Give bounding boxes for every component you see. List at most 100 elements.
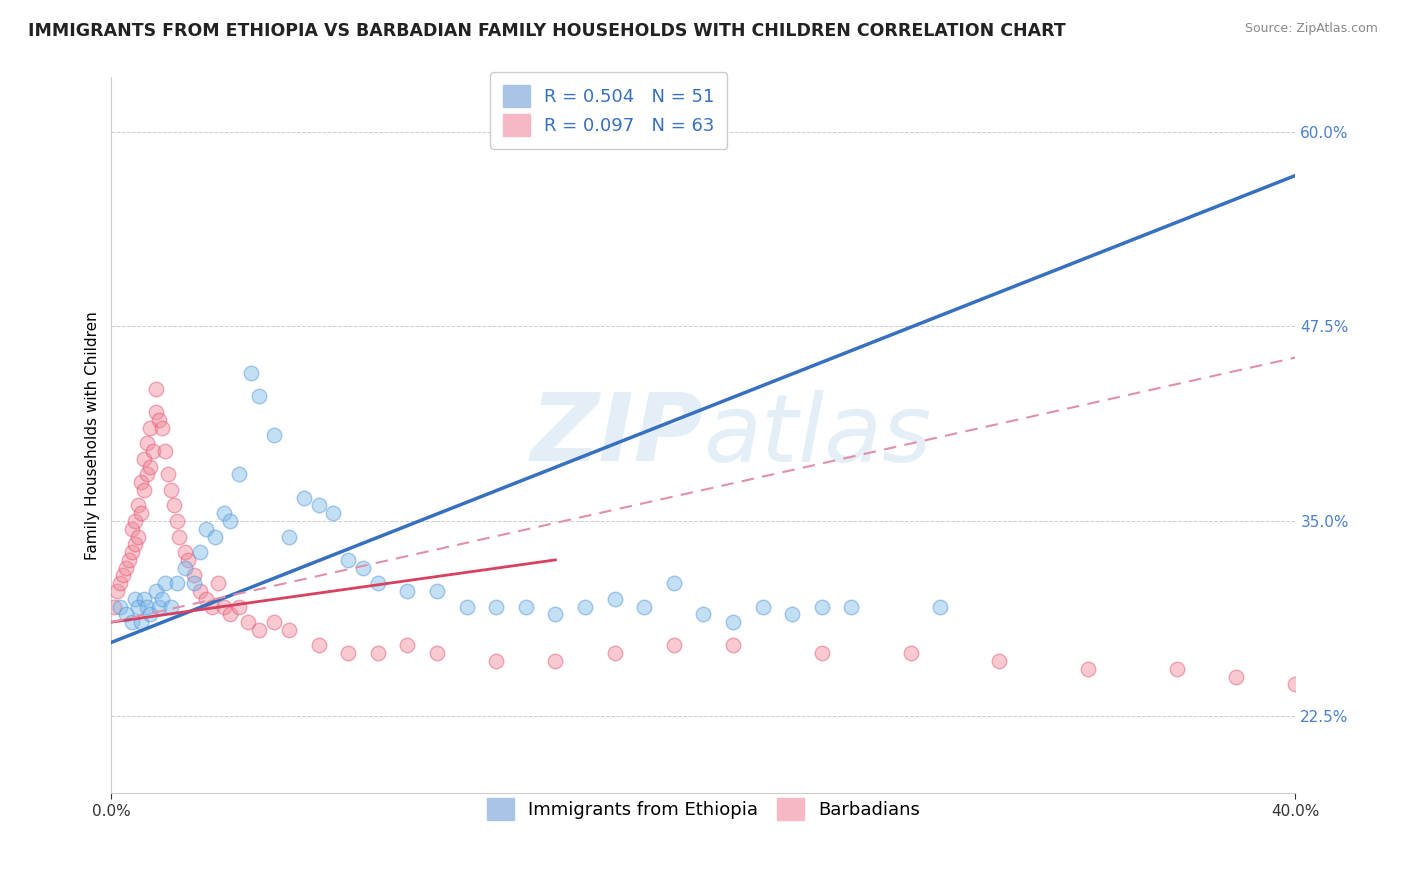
Point (337, 646, 360, 660)
Point (263, 428, 285, 442)
Point (337, 553, 360, 567)
Point (127, 530, 149, 544)
Point (166, 514, 188, 528)
Point (212, 599, 235, 614)
Point (278, 623, 301, 637)
Point (574, 599, 596, 614)
Point (485, 654, 508, 668)
Point (145, 405, 167, 419)
Point (183, 576, 205, 591)
Point (841, 599, 863, 614)
Point (169, 530, 191, 544)
Point (228, 467, 250, 482)
Point (188, 584, 211, 599)
Text: IMMIGRANTS FROM ETHIOPIA VS BARBADIAN FAMILY HOUSEHOLDS WITH CHILDREN CORRELATIO: IMMIGRANTS FROM ETHIOPIA VS BARBADIAN FA… (28, 22, 1066, 40)
Point (1077, 662, 1099, 676)
Point (239, 366, 262, 380)
Point (115, 560, 138, 574)
Point (308, 499, 330, 513)
Point (204, 530, 226, 544)
Point (145, 382, 167, 396)
Text: Source: ZipAtlas.com: Source: ZipAtlas.com (1244, 22, 1378, 36)
Point (662, 576, 685, 591)
Point (1225, 670, 1247, 684)
Text: atlas: atlas (703, 390, 932, 481)
Point (308, 639, 330, 653)
Point (721, 615, 744, 629)
Point (1284, 677, 1306, 691)
Point (721, 639, 744, 653)
Point (105, 584, 128, 599)
Point (188, 545, 211, 559)
Point (228, 599, 250, 614)
Point (352, 560, 374, 574)
Point (1374, 685, 1396, 699)
Point (212, 506, 235, 520)
Point (159, 599, 181, 614)
Point (112, 568, 135, 582)
Point (780, 607, 803, 622)
Point (662, 639, 685, 653)
Point (110, 599, 132, 614)
Point (132, 591, 155, 606)
Point (177, 553, 200, 567)
Point (544, 654, 567, 668)
Point (515, 599, 537, 614)
Point (633, 599, 655, 614)
Point (603, 591, 626, 606)
Point (145, 584, 167, 599)
Point (124, 537, 146, 551)
Point (201, 599, 224, 614)
Point (929, 599, 952, 614)
Point (103, 599, 125, 614)
Point (121, 522, 143, 536)
Point (110, 576, 132, 591)
Point (118, 553, 141, 567)
Point (218, 607, 240, 622)
Point (263, 615, 285, 629)
Y-axis label: Family Households with Children: Family Households with Children (86, 311, 100, 560)
Point (322, 506, 344, 520)
Point (692, 607, 714, 622)
Point (127, 499, 149, 513)
Point (132, 451, 155, 466)
Point (150, 591, 173, 606)
Point (426, 584, 449, 599)
Legend: Immigrants from Ethiopia, Barbadians: Immigrants from Ethiopia, Barbadians (472, 783, 935, 834)
Point (249, 389, 271, 403)
Point (236, 615, 259, 629)
Point (195, 591, 218, 606)
Point (156, 467, 179, 482)
Point (150, 420, 173, 434)
Point (751, 599, 773, 614)
Point (132, 483, 155, 497)
Point (136, 599, 159, 614)
Text: ZIP: ZIP (530, 390, 703, 482)
Point (811, 646, 834, 660)
Point (292, 491, 315, 505)
Point (136, 467, 159, 482)
Point (218, 514, 240, 528)
Point (544, 607, 567, 622)
Point (127, 599, 149, 614)
Point (456, 599, 478, 614)
Point (278, 530, 301, 544)
Point (142, 444, 165, 458)
Point (129, 506, 152, 520)
Point (1166, 662, 1188, 676)
Point (900, 646, 922, 660)
Point (159, 483, 181, 497)
Point (153, 444, 176, 458)
Point (136, 436, 159, 450)
Point (174, 560, 197, 574)
Point (121, 545, 143, 559)
Point (148, 413, 170, 427)
Point (426, 646, 449, 660)
Point (115, 607, 138, 622)
Point (129, 475, 152, 489)
Point (207, 576, 229, 591)
Point (166, 576, 188, 591)
Point (124, 514, 146, 528)
Point (485, 599, 508, 614)
Point (195, 522, 218, 536)
